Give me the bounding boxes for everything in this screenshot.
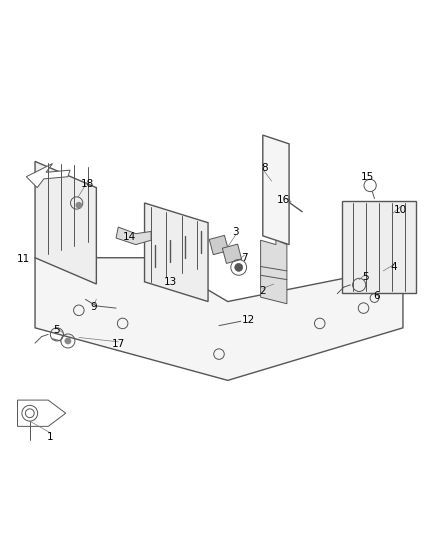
Text: 14: 14 xyxy=(123,232,136,242)
Text: 18: 18 xyxy=(81,179,94,189)
Text: 17: 17 xyxy=(112,340,125,350)
Bar xyxy=(223,244,242,263)
Text: 13: 13 xyxy=(164,277,177,287)
Text: 4: 4 xyxy=(391,262,398,272)
Text: 5: 5 xyxy=(362,272,369,281)
Polygon shape xyxy=(116,227,151,245)
Circle shape xyxy=(235,263,243,271)
Circle shape xyxy=(76,203,81,208)
Text: 7: 7 xyxy=(241,253,248,263)
Text: 16: 16 xyxy=(277,195,290,205)
Text: 8: 8 xyxy=(261,163,268,173)
Polygon shape xyxy=(261,240,287,304)
Text: 2: 2 xyxy=(259,286,266,296)
Polygon shape xyxy=(145,203,208,302)
Text: 10: 10 xyxy=(394,205,407,215)
Circle shape xyxy=(65,338,71,344)
Polygon shape xyxy=(18,400,66,426)
Bar xyxy=(209,236,229,255)
Polygon shape xyxy=(35,161,96,284)
Polygon shape xyxy=(26,164,70,188)
Polygon shape xyxy=(342,201,416,293)
Text: 11: 11 xyxy=(17,254,30,264)
Polygon shape xyxy=(263,135,289,245)
Text: 6: 6 xyxy=(373,291,380,301)
Text: 15: 15 xyxy=(360,172,374,182)
Text: 3: 3 xyxy=(232,228,239,237)
Text: 5: 5 xyxy=(53,325,60,335)
Polygon shape xyxy=(35,258,403,381)
Text: 1: 1 xyxy=(47,432,54,442)
Text: 9: 9 xyxy=(91,302,98,312)
Text: 12: 12 xyxy=(242,315,255,325)
